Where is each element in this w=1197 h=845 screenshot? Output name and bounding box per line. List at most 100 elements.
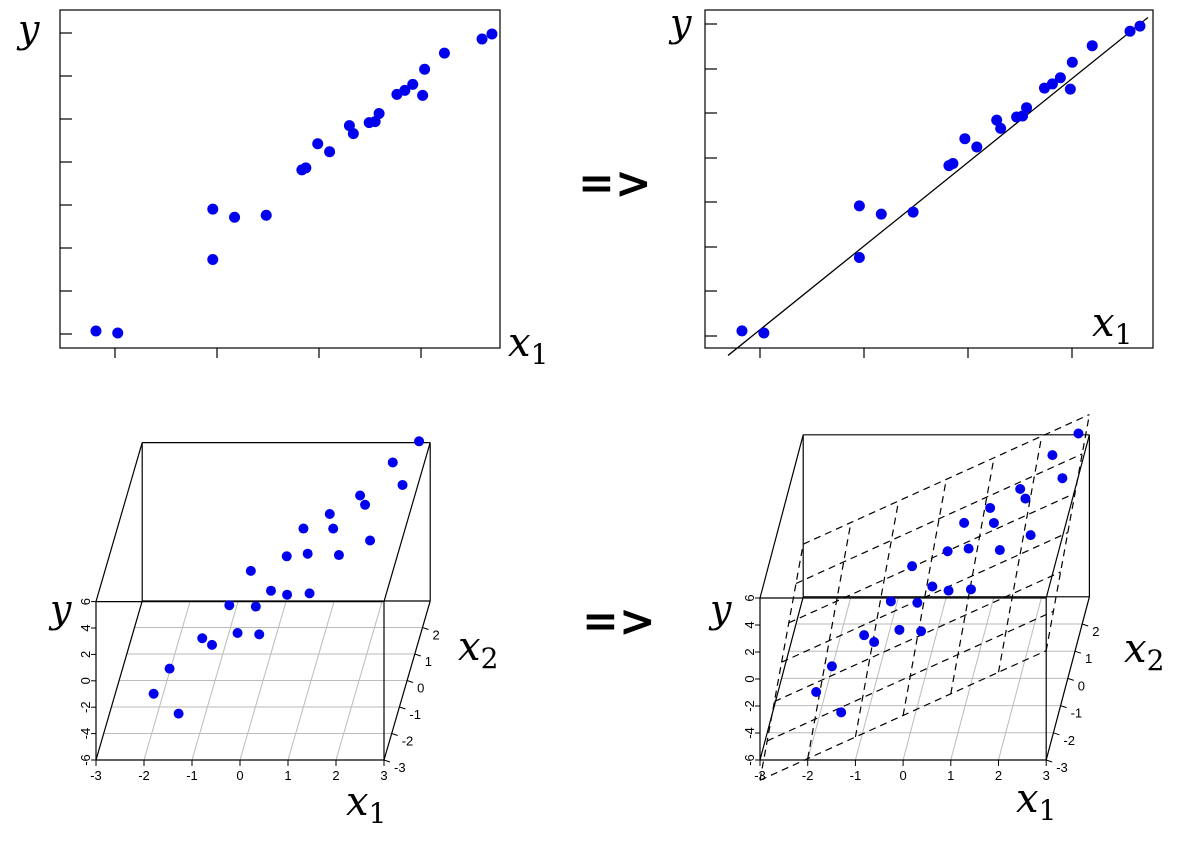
data-point	[1025, 530, 1036, 541]
data-point	[1086, 40, 1098, 52]
data-point	[347, 128, 359, 140]
data-point	[164, 663, 175, 674]
axis-ticks	[60, 32, 422, 358]
x1-tick-label: -1	[186, 768, 198, 783]
x2-tick-label: -1	[409, 707, 421, 722]
data-point	[1021, 102, 1033, 114]
data-point	[885, 596, 896, 607]
data-point	[853, 252, 865, 264]
data-points	[148, 436, 425, 719]
data-point	[942, 546, 953, 557]
y-axis-label: y	[16, 7, 40, 51]
y-tick-label: 0	[742, 675, 757, 682]
plane-grid-line	[802, 414, 1090, 545]
x2-tick	[1082, 623, 1089, 627]
x2-tick-label: 1	[425, 654, 432, 669]
data-point	[333, 550, 344, 561]
data-point	[965, 584, 976, 595]
x-axis-label: x1	[1092, 300, 1132, 351]
data-point	[365, 535, 376, 546]
x1-tick-label: 1	[947, 768, 954, 783]
y-tick-label: 2	[78, 651, 93, 658]
x2-tick-label: 0	[417, 681, 424, 696]
data-point	[959, 517, 970, 528]
data-point	[197, 633, 208, 644]
plane-grid-line	[795, 453, 1083, 585]
x2-axis-label: x2	[1124, 626, 1164, 677]
data-point	[985, 502, 996, 513]
axis-ticks	[705, 23, 1073, 358]
x2-tick	[399, 706, 406, 710]
box-edge	[383, 442, 431, 602]
data-point	[265, 585, 276, 596]
data-point	[1124, 25, 1136, 37]
data-point	[324, 146, 336, 158]
plane-grid-line	[788, 492, 1076, 624]
floor-grid	[759, 596, 1090, 761]
y-tick-label: -4	[78, 728, 93, 740]
plane-grid-line	[997, 436, 1043, 673]
data-point	[245, 565, 256, 576]
regression-plane	[759, 414, 1090, 781]
data-point	[907, 206, 919, 218]
data-points	[90, 28, 498, 339]
x2-tick-label: 2	[433, 628, 440, 643]
data-point	[736, 325, 748, 337]
data-point	[260, 209, 272, 221]
data-point	[438, 47, 450, 59]
data-point	[947, 158, 959, 169]
plane-grid-line	[774, 571, 1061, 703]
x1-tick-label: -2	[802, 768, 814, 783]
scatter-2d-before-panel: y x1	[16, 7, 548, 371]
x2-tick	[1060, 705, 1067, 709]
data-point	[207, 203, 219, 215]
data-point	[224, 600, 235, 611]
data-point	[476, 33, 488, 45]
data-point	[836, 707, 847, 718]
floor-grid	[95, 600, 431, 761]
data-point	[1015, 484, 1026, 494]
data-point	[826, 661, 837, 672]
y-tick-label: -4	[742, 727, 757, 739]
x1-tick-label: -1	[850, 768, 862, 783]
data-point	[250, 601, 261, 612]
data-point	[90, 325, 102, 337]
data-point	[281, 551, 292, 562]
x1-axis-label: x1	[346, 779, 386, 830]
x2-tick-label: -2	[402, 734, 414, 749]
data-point	[112, 327, 124, 339]
y-tick-label: 0	[78, 677, 93, 684]
x2-tick	[1074, 650, 1082, 654]
x1-tick-label: 2	[995, 768, 1002, 783]
y-tick-label: -2	[78, 701, 93, 713]
data-point	[414, 436, 425, 447]
data-point	[1134, 20, 1146, 32]
data-point	[207, 254, 219, 266]
data-point	[360, 499, 371, 510]
transform-arrow-top: =>	[578, 158, 652, 209]
x2-tick-label: 0	[1078, 678, 1085, 693]
x2-tick-label: -2	[1063, 733, 1075, 748]
plane-grid-line	[854, 500, 900, 738]
data-point	[916, 626, 927, 637]
data-point	[1047, 450, 1058, 461]
data-point	[758, 327, 770, 339]
data-point	[1054, 72, 1066, 84]
data-points	[736, 20, 1146, 339]
y-tick-label: 2	[742, 648, 757, 655]
transform-arrow-bottom: =>	[582, 596, 656, 647]
data-point	[994, 545, 1005, 556]
data-point	[971, 141, 983, 153]
x1-tick-label: 0	[236, 768, 243, 783]
data-point	[397, 479, 408, 490]
data-point	[859, 630, 870, 641]
data-point	[148, 688, 159, 699]
data-point	[254, 629, 265, 640]
x2-tick-label: -1	[1071, 706, 1083, 721]
y-tick-label: 6	[78, 598, 93, 605]
x2-tick	[383, 759, 391, 763]
data-point	[988, 517, 999, 528]
x2-tick	[1053, 732, 1060, 736]
